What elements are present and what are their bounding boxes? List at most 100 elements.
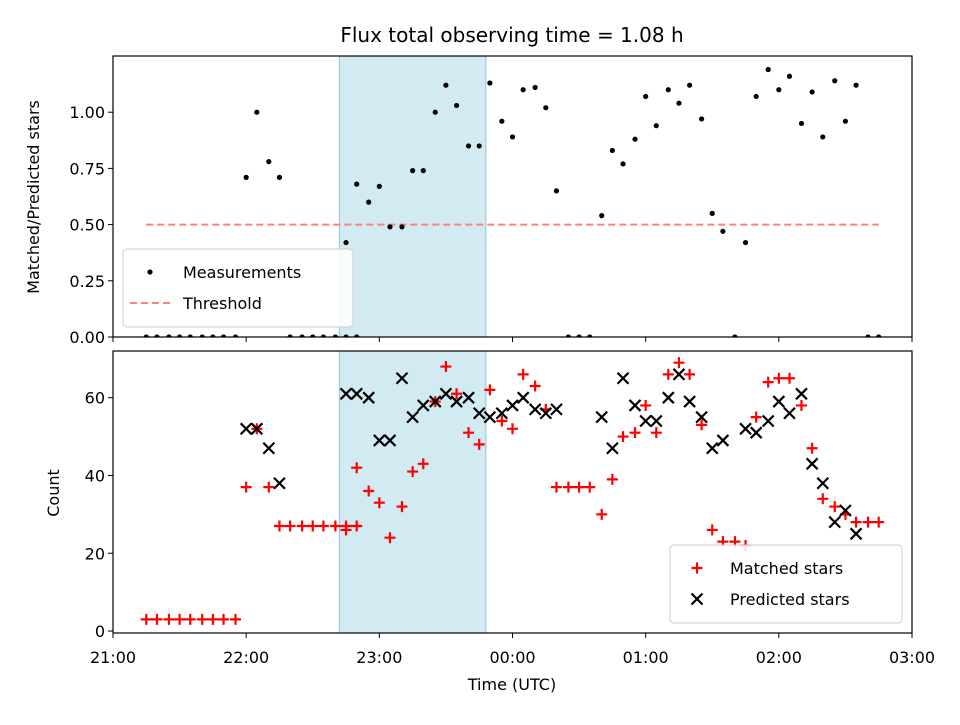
matched-stars-point xyxy=(850,516,862,528)
legend-matched-stars-marker xyxy=(691,562,703,574)
legend-measurements-marker xyxy=(147,269,153,275)
predicted-stars-point xyxy=(683,395,696,408)
predicted-stars-point xyxy=(373,434,386,447)
matched-stars-point xyxy=(329,520,341,532)
x-tick-label: 03:00 xyxy=(889,648,935,667)
measurements-point xyxy=(643,93,649,100)
predicted-stars-point xyxy=(450,395,463,408)
y-tick-label: 0.75 xyxy=(69,159,105,178)
matched-stars-point xyxy=(684,368,696,380)
matched-stars-point xyxy=(140,613,152,625)
predicted-stars-point xyxy=(783,406,796,420)
matched-stars-point xyxy=(795,399,807,411)
matched-stars-point xyxy=(463,427,475,439)
measurements-point xyxy=(742,239,749,246)
data-layer xyxy=(143,66,882,337)
predicted-stars-point xyxy=(839,504,852,517)
measurements-point xyxy=(653,123,659,129)
predicted-stars-point xyxy=(428,395,442,408)
matched-stars-point xyxy=(451,388,463,400)
measurements-point xyxy=(698,116,705,122)
matched-stars-point xyxy=(240,481,252,493)
matched-stars-point xyxy=(573,481,585,493)
matched-stars-point xyxy=(673,357,685,369)
measurements-point xyxy=(809,89,815,95)
measurements-point xyxy=(343,239,349,246)
matched-stars-point xyxy=(340,524,352,536)
panel-2: 0 20 40 60 21:00 22:00 23:00 00:00 01:00 02:00 03:… xyxy=(85,350,935,667)
measurements-point xyxy=(453,102,460,109)
measurements-point xyxy=(786,73,793,79)
predicted-stars-point xyxy=(662,391,675,404)
y-tick-label: 0.50 xyxy=(69,216,105,235)
measurements-point xyxy=(509,134,516,140)
measurements-point xyxy=(499,118,505,124)
measurements-point xyxy=(254,109,260,115)
legend-label: Matched stars xyxy=(730,559,843,578)
predicted-stars-point xyxy=(339,387,353,401)
matched-stars-point xyxy=(351,520,363,532)
measurements-point xyxy=(820,134,826,140)
matched-stars-point xyxy=(762,376,774,388)
measurements-point xyxy=(765,66,771,73)
matched-stars-point xyxy=(396,501,408,513)
matched-stars-point xyxy=(473,438,485,450)
x-axis-label: Time (UTC) xyxy=(467,675,556,694)
matched-stars-point xyxy=(440,361,452,373)
measurements-point xyxy=(798,120,805,127)
measurements-point xyxy=(243,174,249,180)
measurements-point xyxy=(520,87,526,93)
predicted-stars-point xyxy=(462,391,475,404)
predicted-stars-point xyxy=(595,410,608,424)
matched-stars-point xyxy=(806,442,818,454)
measurements-point xyxy=(553,188,560,194)
legend-box xyxy=(669,544,903,624)
measurements-point xyxy=(187,334,193,337)
matched-stars-point xyxy=(284,520,296,532)
x-tick-label: 22:00 xyxy=(223,648,269,667)
matched-stars-point xyxy=(617,431,629,443)
predicted-stars-point xyxy=(539,406,553,420)
measurements-point xyxy=(376,183,382,189)
measurements-point xyxy=(865,334,871,337)
predicted-stars-point xyxy=(805,457,819,471)
measurements-point xyxy=(332,334,338,337)
y-tick-label: 0.25 xyxy=(69,272,105,291)
predicted-stars-point xyxy=(695,410,708,424)
measurements-point xyxy=(465,143,472,149)
predicted-stars-point xyxy=(749,426,763,439)
measurements-point xyxy=(443,82,449,88)
legend-box xyxy=(122,248,354,328)
measurements-point xyxy=(709,210,715,216)
predicted-stars-point xyxy=(362,391,375,404)
matched-stars-point xyxy=(363,485,375,497)
measurements-point xyxy=(565,334,572,337)
matched-stars-point xyxy=(517,368,529,380)
x-tick-label: 01:00 xyxy=(623,648,669,667)
matched-stars-point xyxy=(373,497,385,509)
predicted-stars-point xyxy=(550,403,563,416)
matched-stars-point xyxy=(163,613,175,625)
x-tick-label: 02:00 xyxy=(756,648,802,667)
measurements-point xyxy=(154,334,160,337)
matched-stars-point xyxy=(417,458,429,470)
measurements-point xyxy=(320,334,327,337)
predicted-stars-point xyxy=(495,406,509,420)
matched-stars-point xyxy=(484,384,496,396)
y-tick-label: 0 xyxy=(95,622,105,641)
matched-stars-point xyxy=(174,613,186,625)
measurements-point xyxy=(587,334,593,337)
matched-stars-point xyxy=(873,516,885,528)
measurements-point xyxy=(299,334,305,337)
measurements-point xyxy=(420,168,426,174)
matched-stars-point xyxy=(317,520,329,532)
measurements-point xyxy=(676,100,682,106)
y-tick-label: 1.00 xyxy=(69,103,105,122)
predicted-stars-point xyxy=(628,399,642,412)
measurements-point xyxy=(476,143,482,149)
matched-stars-point xyxy=(529,380,541,392)
measurements-point xyxy=(266,159,272,165)
matched-stars-point xyxy=(496,415,508,427)
matched-stars-point xyxy=(829,501,841,513)
measurements-point xyxy=(287,334,293,337)
